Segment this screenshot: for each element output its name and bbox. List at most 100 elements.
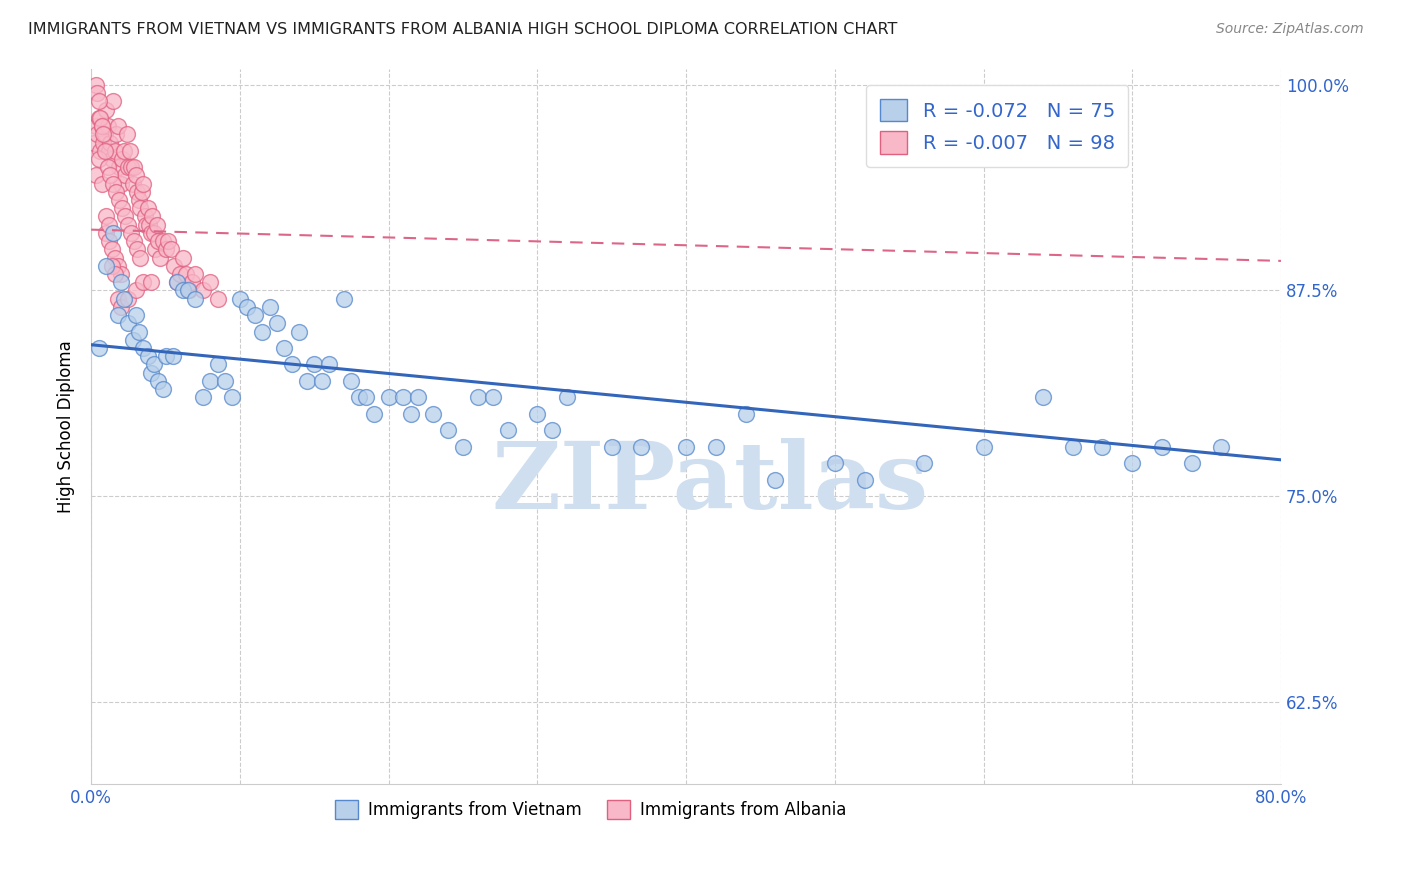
Point bbox=[136, 201, 159, 215]
Point bbox=[103, 226, 125, 240]
Point bbox=[172, 284, 194, 298]
Point bbox=[138, 218, 160, 232]
Point bbox=[172, 251, 194, 265]
Point bbox=[87, 95, 110, 109]
Point bbox=[107, 259, 129, 273]
Point bbox=[1211, 440, 1233, 454]
Point bbox=[163, 259, 186, 273]
Point bbox=[340, 374, 363, 388]
Point bbox=[104, 144, 127, 158]
Point bbox=[207, 292, 229, 306]
Point bbox=[704, 440, 727, 454]
Point bbox=[399, 407, 422, 421]
Point bbox=[139, 275, 162, 289]
Point bbox=[143, 243, 166, 257]
Point bbox=[481, 390, 503, 404]
Point bbox=[356, 390, 378, 404]
Point bbox=[973, 440, 995, 454]
Point bbox=[108, 193, 131, 207]
Point bbox=[281, 358, 304, 372]
Point bbox=[347, 390, 370, 404]
Point bbox=[107, 308, 129, 322]
Point bbox=[250, 325, 273, 339]
Point bbox=[131, 185, 153, 199]
Point bbox=[146, 234, 169, 248]
Point bbox=[125, 169, 148, 183]
Point bbox=[96, 160, 118, 174]
Point bbox=[1062, 440, 1084, 454]
Point bbox=[333, 292, 356, 306]
Point bbox=[121, 333, 143, 347]
Point bbox=[311, 374, 333, 388]
Point bbox=[89, 144, 111, 158]
Point bbox=[541, 423, 564, 437]
Point bbox=[101, 243, 124, 257]
Point bbox=[467, 390, 489, 404]
Point bbox=[152, 234, 174, 248]
Point bbox=[600, 440, 623, 454]
Point bbox=[318, 358, 340, 372]
Point bbox=[103, 95, 125, 109]
Point bbox=[98, 234, 121, 248]
Point bbox=[94, 226, 117, 240]
Point bbox=[134, 210, 156, 224]
Point bbox=[191, 390, 214, 404]
Point bbox=[912, 456, 935, 470]
Point bbox=[166, 275, 188, 289]
Point bbox=[181, 275, 204, 289]
Point bbox=[437, 423, 460, 437]
Point bbox=[152, 382, 174, 396]
Point bbox=[221, 390, 243, 404]
Point bbox=[117, 160, 139, 174]
Point bbox=[630, 440, 652, 454]
Point bbox=[295, 374, 318, 388]
Point bbox=[110, 177, 132, 191]
Point bbox=[90, 119, 112, 133]
Point bbox=[214, 374, 236, 388]
Point bbox=[84, 78, 107, 92]
Point bbox=[176, 267, 198, 281]
Point bbox=[160, 243, 183, 257]
Point bbox=[93, 128, 115, 142]
Point bbox=[101, 259, 124, 273]
Point bbox=[98, 218, 121, 232]
Point bbox=[162, 349, 184, 363]
Point bbox=[107, 292, 129, 306]
Point bbox=[734, 407, 756, 421]
Point bbox=[114, 210, 136, 224]
Point bbox=[146, 374, 169, 388]
Point bbox=[94, 259, 117, 273]
Point bbox=[104, 251, 127, 265]
Point bbox=[105, 185, 128, 199]
Point bbox=[145, 218, 167, 232]
Point bbox=[127, 243, 149, 257]
Point bbox=[273, 341, 295, 355]
Point bbox=[120, 226, 142, 240]
Point bbox=[763, 473, 786, 487]
Point bbox=[111, 152, 134, 166]
Point bbox=[198, 374, 221, 388]
Point bbox=[135, 218, 157, 232]
Point bbox=[555, 390, 578, 404]
Point bbox=[1032, 390, 1054, 404]
Point bbox=[142, 358, 165, 372]
Point bbox=[100, 169, 122, 183]
Point bbox=[87, 341, 110, 355]
Point bbox=[110, 300, 132, 314]
Point bbox=[166, 275, 188, 289]
Point bbox=[108, 160, 131, 174]
Point bbox=[266, 317, 288, 331]
Point bbox=[169, 267, 191, 281]
Point bbox=[127, 185, 149, 199]
Point bbox=[377, 390, 399, 404]
Point bbox=[132, 177, 155, 191]
Point bbox=[302, 358, 325, 372]
Point bbox=[129, 201, 152, 215]
Point bbox=[363, 407, 385, 421]
Point bbox=[259, 300, 281, 314]
Point bbox=[1091, 440, 1114, 454]
Point bbox=[125, 284, 148, 298]
Point bbox=[90, 119, 112, 133]
Point bbox=[86, 86, 108, 100]
Text: Source: ZipAtlas.com: Source: ZipAtlas.com bbox=[1216, 22, 1364, 37]
